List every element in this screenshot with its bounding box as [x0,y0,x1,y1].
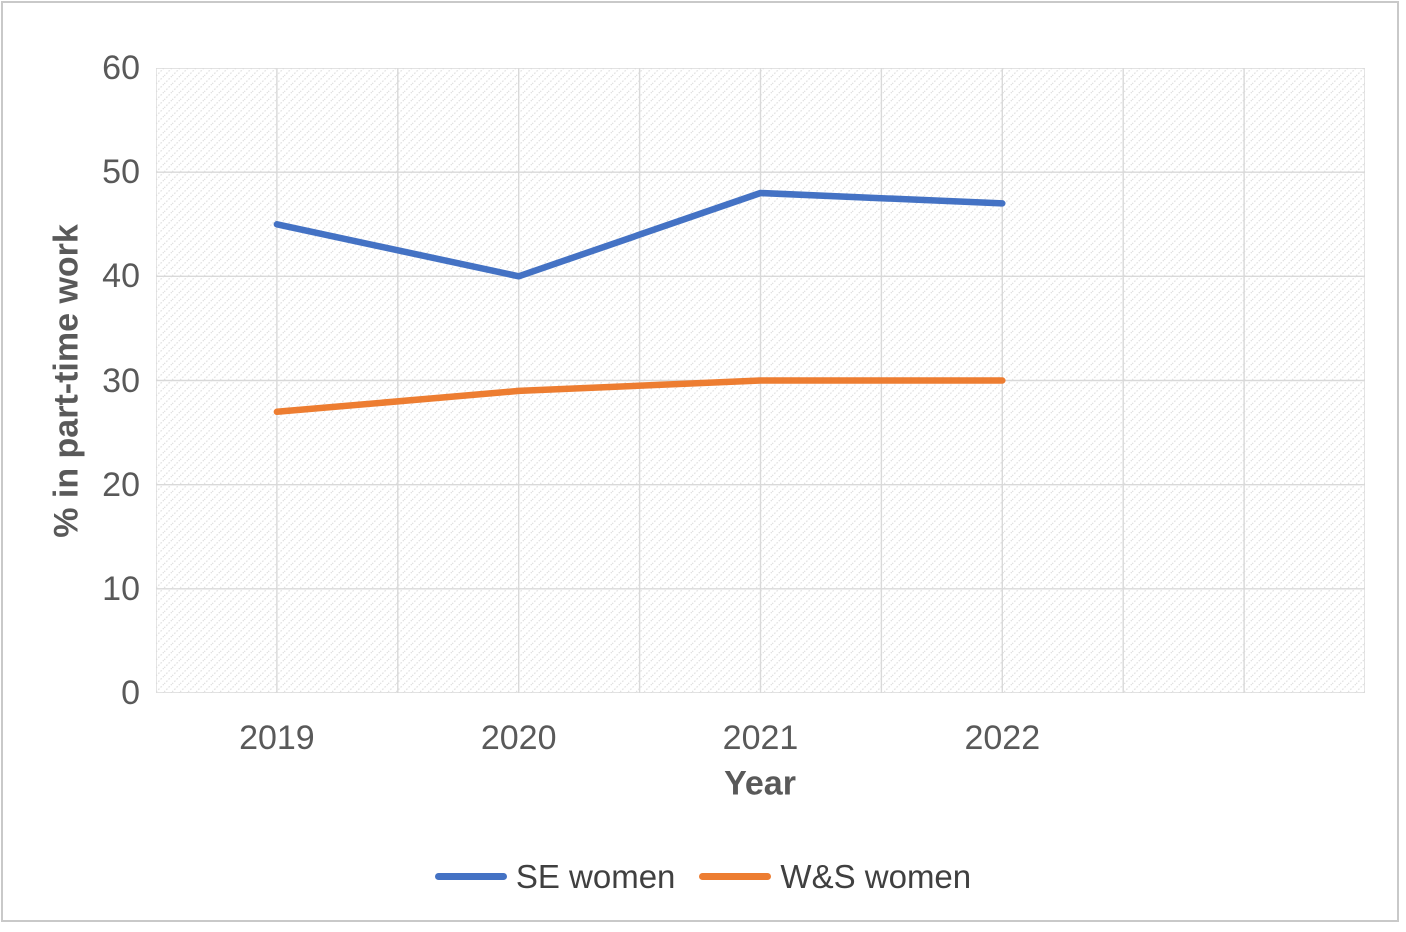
plot-area [156,68,1365,693]
x-tick-label: 2019 [239,719,315,757]
series-line-se-women [273,189,1006,280]
legend-item-se-women: SE women [434,858,676,895]
legend-line-marker-icon [699,873,772,880]
x-tick-label: 2020 [480,719,557,757]
legend: SE women W&S women [0,860,1406,893]
y-tick-label: 40 [102,257,140,296]
x-tick-label: 2022 [964,719,1041,757]
y-tick-label: 10 [102,569,140,608]
legend-item-label: SE women [515,858,676,895]
legend-line-marker-icon [434,873,507,880]
legend-item-label: W&S women [780,858,972,895]
y-tick-label: 60 [102,49,140,87]
y-tick-label: 50 [102,153,140,192]
y-tick-label: 0 [121,674,140,712]
legend-item-w-s-women: W&S women [699,860,971,893]
y-tick-label: 30 [102,361,140,400]
x-axis-title: Year [724,764,796,803]
x-tick-label: 2021 [722,719,799,757]
y-tick-label: 20 [102,465,140,504]
series-line-w-s-women [273,377,1006,416]
